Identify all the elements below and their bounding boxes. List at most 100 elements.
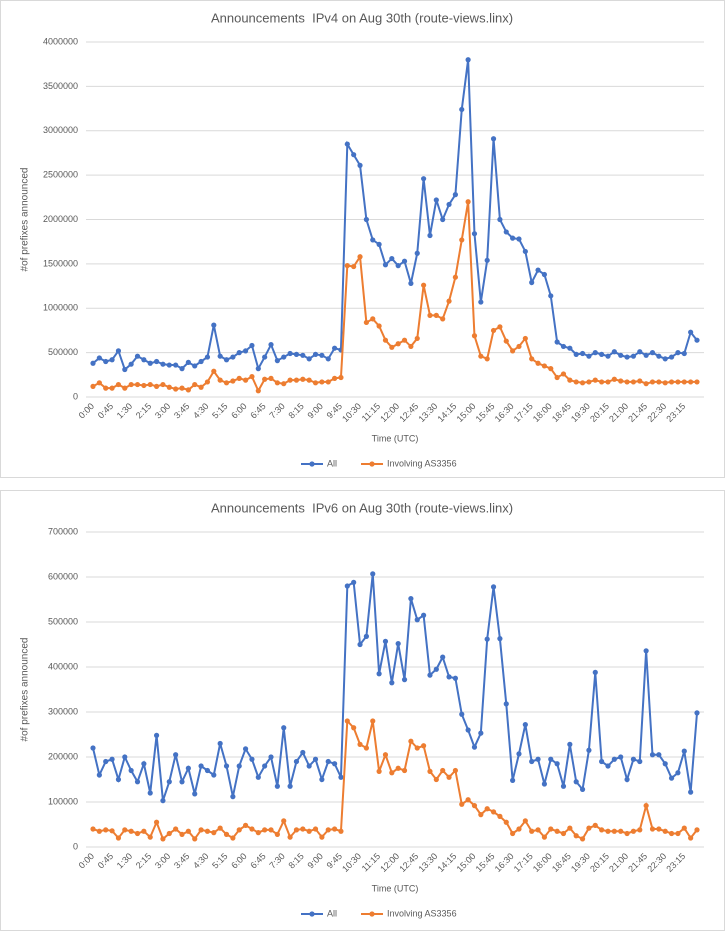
data-point bbox=[281, 725, 287, 731]
data-point bbox=[535, 267, 541, 273]
data-point bbox=[490, 809, 497, 815]
data-point bbox=[668, 354, 675, 360]
data-point bbox=[262, 354, 268, 360]
x-tick-label: 11:15 bbox=[360, 401, 383, 424]
x-tick-label: 5:15 bbox=[210, 851, 229, 870]
data-point bbox=[573, 351, 579, 357]
data-point bbox=[103, 758, 109, 765]
data-point bbox=[268, 342, 274, 348]
data-point bbox=[236, 827, 242, 833]
x-tick-label: 4:30 bbox=[191, 851, 210, 870]
data-point bbox=[592, 669, 598, 675]
data-point bbox=[471, 333, 478, 339]
data-point bbox=[395, 341, 401, 347]
data-point bbox=[421, 612, 427, 618]
data-point bbox=[192, 836, 198, 842]
data-point bbox=[115, 348, 122, 354]
data-point bbox=[535, 827, 541, 833]
data-point bbox=[446, 674, 452, 680]
data-point bbox=[433, 776, 439, 783]
x-tick-label: 1:30 bbox=[115, 401, 134, 420]
x-tick-label: 12:00 bbox=[378, 401, 401, 424]
y-tick-label: 100000 bbox=[48, 796, 78, 806]
data-point bbox=[395, 641, 401, 647]
data-point bbox=[293, 377, 300, 383]
data-point bbox=[401, 677, 408, 683]
y-tick-label: 3000000 bbox=[43, 125, 78, 135]
data-point bbox=[503, 338, 509, 344]
data-point bbox=[96, 828, 102, 834]
x-tick-label: 18:00 bbox=[531, 851, 554, 874]
data-point bbox=[668, 775, 675, 781]
data-point bbox=[624, 379, 630, 385]
x-tick-label: 21:00 bbox=[607, 851, 630, 874]
data-point bbox=[427, 312, 433, 318]
data-point bbox=[643, 381, 649, 387]
data-point bbox=[249, 373, 255, 380]
data-point bbox=[255, 388, 261, 394]
data-point bbox=[319, 834, 325, 840]
data-point bbox=[529, 758, 535, 765]
data-point bbox=[185, 359, 191, 365]
y-tick-label: 600000 bbox=[48, 571, 78, 581]
data-point bbox=[274, 831, 280, 837]
data-point bbox=[274, 783, 280, 789]
data-point bbox=[281, 381, 287, 387]
x-tick-label: 12:45 bbox=[397, 851, 420, 874]
data-point bbox=[281, 818, 287, 824]
data-point bbox=[332, 761, 338, 767]
data-point bbox=[306, 828, 312, 834]
data-point bbox=[312, 380, 319, 386]
x-tick-label: 7:30 bbox=[267, 851, 286, 870]
data-point bbox=[567, 741, 573, 747]
data-point bbox=[688, 789, 694, 795]
data-point bbox=[122, 827, 128, 833]
data-point bbox=[408, 738, 414, 744]
x-tick-label: 3:00 bbox=[153, 851, 172, 870]
data-point bbox=[694, 379, 700, 385]
x-tick-label: 23:15 bbox=[664, 401, 687, 424]
data-point bbox=[173, 752, 179, 758]
data-point bbox=[351, 263, 357, 270]
legend-label: All bbox=[327, 908, 337, 918]
data-point bbox=[198, 763, 204, 769]
data-point bbox=[332, 345, 338, 351]
data-point bbox=[166, 779, 172, 785]
data-point bbox=[325, 379, 331, 385]
legend-label: Involving AS3356 bbox=[387, 458, 457, 468]
data-point bbox=[688, 329, 694, 335]
data-point bbox=[401, 258, 408, 264]
data-point bbox=[592, 377, 598, 383]
x-tick-label: 8:15 bbox=[286, 851, 305, 870]
data-point bbox=[357, 254, 363, 260]
data-point bbox=[287, 350, 293, 357]
data-point bbox=[249, 342, 255, 349]
data-point bbox=[230, 794, 236, 800]
data-point bbox=[586, 353, 592, 359]
data-point bbox=[675, 770, 681, 776]
data-point bbox=[230, 378, 236, 384]
data-point bbox=[115, 776, 122, 783]
data-point bbox=[109, 385, 115, 391]
data-point bbox=[516, 751, 522, 757]
x-tick-label: 14:15 bbox=[435, 851, 458, 874]
data-point bbox=[656, 379, 662, 385]
data-point bbox=[688, 379, 694, 385]
data-point bbox=[153, 819, 160, 825]
data-point bbox=[198, 358, 204, 365]
data-point bbox=[490, 327, 497, 334]
data-point bbox=[160, 381, 166, 388]
data-point bbox=[421, 282, 427, 288]
chart-title: Announcements IPv4 on Aug 30th (route-vi… bbox=[211, 10, 513, 25]
data-point bbox=[312, 826, 319, 832]
data-point bbox=[675, 350, 681, 356]
data-point bbox=[637, 758, 643, 765]
data-point bbox=[122, 366, 128, 373]
data-point bbox=[204, 379, 211, 385]
data-point bbox=[211, 322, 217, 328]
chart: Announcements IPv4 on Aug 30th (route-vi… bbox=[20, 10, 704, 468]
data-point bbox=[465, 57, 471, 63]
data-point bbox=[128, 767, 134, 774]
data-point bbox=[656, 353, 662, 359]
data-point bbox=[211, 830, 217, 836]
